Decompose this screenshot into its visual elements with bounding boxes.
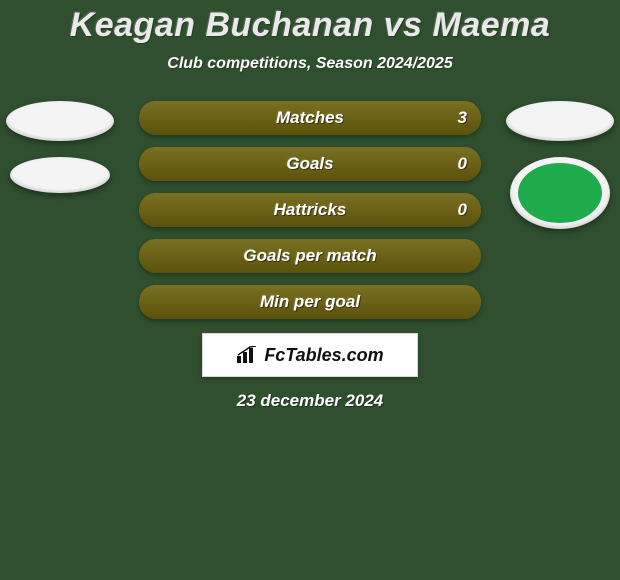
comparison-infographic: Keagan Buchanan vs Maema Club competitio…	[0, 0, 620, 580]
stat-bars: Matches 3 Goals 0 Hattricks 0 Goals per match M…	[139, 101, 481, 319]
stat-bar-label: Goals per match	[243, 246, 376, 266]
left-badge-column	[6, 101, 114, 193]
stat-bar-label: Goals	[286, 154, 333, 174]
club-badge-inner	[515, 104, 606, 138]
brand-logo-text: FcTables.com	[264, 345, 383, 366]
stat-bar-label: Matches	[276, 108, 344, 128]
stat-bar: Goals per match	[139, 239, 481, 273]
page-subtitle: Club competitions, Season 2024/2025	[0, 55, 620, 73]
right-badge-column	[506, 101, 614, 229]
stat-bar: Goals 0	[139, 147, 481, 181]
page-title: Keagan Buchanan vs Maema	[0, 0, 620, 45]
stat-bar: Min per goal	[139, 285, 481, 319]
stat-bar: Hattricks 0	[139, 193, 481, 227]
stat-bar-fill-left	[139, 147, 310, 181]
stat-bar-value-right: 0	[458, 154, 467, 174]
snapshot-date: 23 december 2024	[0, 391, 620, 411]
stat-bar-value-right: 3	[458, 108, 467, 128]
stat-bar-label: Hattricks	[274, 200, 347, 220]
club-badge-inner	[18, 160, 102, 190]
club-badge	[506, 101, 614, 141]
stat-bar-fill-right	[310, 147, 481, 181]
stat-bar-value-right: 0	[458, 200, 467, 220]
brand-logo-box: FcTables.com	[202, 333, 418, 377]
club-badge-inner	[518, 163, 602, 224]
stat-bar: Matches 3	[139, 101, 481, 135]
club-badge	[10, 157, 110, 193]
brand-logo: FcTables.com	[236, 345, 383, 366]
bar-chart-icon	[236, 346, 258, 364]
club-badge	[510, 157, 610, 229]
stat-bar-label: Min per goal	[260, 292, 360, 312]
club-badge	[6, 101, 114, 141]
club-badge-inner	[15, 104, 106, 138]
content-area: Matches 3 Goals 0 Hattricks 0 Goals per match M…	[0, 101, 620, 411]
